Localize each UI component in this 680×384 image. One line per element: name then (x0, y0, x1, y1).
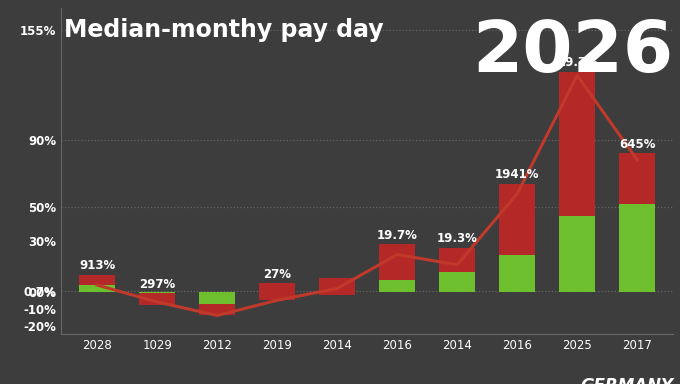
Bar (619, 204, 656, 292)
Text: 19.3%: 19.3% (437, 232, 477, 245)
Bar (79, 275, 115, 285)
Bar (559, 72, 595, 216)
Bar (439, 248, 475, 271)
Bar (499, 184, 535, 255)
Bar (439, 271, 475, 292)
Text: 27%: 27% (263, 268, 291, 281)
Text: 2026: 2026 (472, 18, 673, 87)
Text: 645%: 645% (619, 137, 656, 151)
Bar (199, 304, 235, 316)
Bar (259, 292, 295, 300)
Bar (139, 292, 175, 305)
Bar (559, 216, 595, 292)
Bar (79, 285, 115, 292)
Text: 297%: 297% (139, 278, 175, 291)
Bar (139, 293, 175, 305)
Text: 29.7%: 29.7% (557, 56, 598, 70)
Bar (499, 255, 535, 292)
Text: Median-monthy pay day: Median-monthy pay day (64, 18, 384, 42)
Text: GERMANY: GERMANY (580, 376, 673, 384)
Bar (199, 292, 235, 316)
Bar (379, 245, 415, 280)
Bar (379, 280, 415, 292)
Text: 913%: 913% (79, 259, 116, 272)
Bar (319, 278, 355, 295)
Text: 1941%: 1941% (495, 168, 539, 181)
Bar (319, 292, 355, 295)
Bar (259, 283, 295, 300)
Bar (619, 153, 656, 204)
Text: 19.7%: 19.7% (377, 229, 418, 242)
